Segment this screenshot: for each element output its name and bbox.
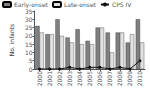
- svg-text:2002: 2002: [56, 71, 63, 86]
- svg-text:30: 30: [25, 16, 33, 23]
- svg-text:2009: 2009: [126, 71, 133, 86]
- svg-text:2001: 2001: [46, 71, 53, 86]
- svg-text:2005: 2005: [86, 71, 93, 86]
- svg-text:2007: 2007: [106, 71, 113, 86]
- svg-text:2000: 2000: [36, 71, 43, 86]
- svg-text:20: 20: [25, 32, 33, 39]
- svg-text:Early-onset: Early-onset: [14, 1, 49, 9]
- svg-text:15: 15: [25, 41, 33, 48]
- svg-text:25: 25: [25, 24, 33, 31]
- svg-text:No. infants: No. infants: [8, 24, 15, 56]
- svg-text:2008: 2008: [116, 71, 123, 86]
- svg-text:0: 0: [29, 66, 33, 73]
- svg-text:CPS IV: CPS IV: [112, 1, 132, 8]
- svg-text:10: 10: [25, 49, 33, 56]
- svg-text:2006: 2006: [96, 71, 103, 86]
- svg-text:5: 5: [29, 57, 33, 64]
- svg-text:Late-onset: Late-onset: [64, 1, 97, 8]
- svg-text:2010: 2010: [136, 71, 143, 86]
- svg-text:2004: 2004: [76, 71, 83, 86]
- svg-text:2003: 2003: [66, 71, 73, 86]
- svg-text:35: 35: [25, 8, 33, 15]
